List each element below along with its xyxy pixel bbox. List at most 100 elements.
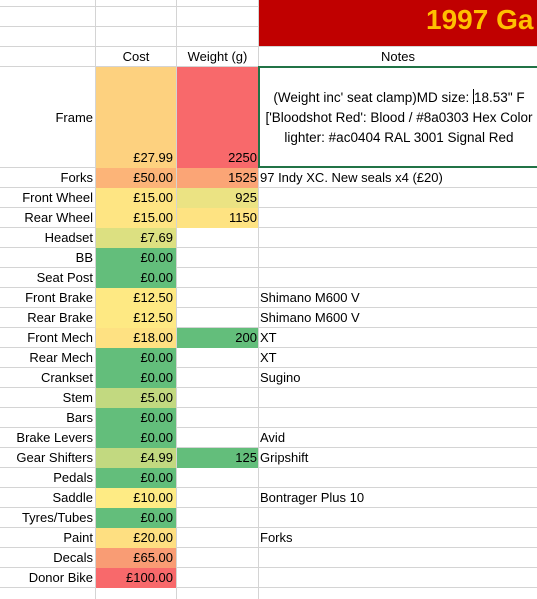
note-cell[interactable]	[259, 188, 537, 208]
note-cell[interactable]: Shimano M600 V	[260, 290, 360, 305]
weight-cell[interactable]: 1525	[177, 168, 258, 188]
note-cell[interactable]	[259, 408, 537, 428]
cost-cell[interactable]: £65.00	[96, 548, 176, 568]
notes-line-1: (Weight inc' seat clamp)MD size: 18.53" …	[273, 89, 525, 105]
cost-cell[interactable]: £50.00	[96, 168, 176, 188]
note-cell[interactable]: Avid	[260, 430, 286, 445]
row-label-frame[interactable]: Frame	[55, 110, 93, 125]
note-cell[interactable]	[259, 568, 537, 588]
note-cell[interactable]: 97 Indy XC. New seals x4 (£20)	[260, 170, 443, 185]
note-cell[interactable]	[259, 248, 537, 268]
row-label[interactable]: Front Wheel	[22, 190, 93, 205]
cost-cell[interactable]: £15.00	[96, 188, 176, 208]
frame-cost-cell[interactable]: £27.99	[96, 67, 176, 168]
weight-cell[interactable]: 200	[177, 328, 258, 348]
row-label[interactable]: Tyres/Tubes	[21, 510, 93, 525]
header-notes[interactable]: Notes	[381, 49, 415, 64]
note-cell[interactable]: Gripshift	[260, 450, 309, 465]
row-divider	[0, 46, 537, 47]
note-cell[interactable]: XT	[260, 350, 277, 365]
row-label[interactable]: Front Brake	[25, 290, 93, 305]
frame-notes-cell-selected[interactable]: (Weight inc' seat clamp)MD size: 18.53" …	[258, 66, 537, 168]
note-cell[interactable]	[259, 508, 537, 528]
row-divider	[0, 307, 537, 308]
row-label[interactable]: Stem	[62, 390, 93, 405]
weight-cell[interactable]	[177, 388, 258, 408]
weight-cell[interactable]	[177, 568, 258, 588]
weight-cell[interactable]	[177, 408, 258, 428]
weight-cell[interactable]	[177, 228, 258, 248]
row-label[interactable]: Gear Shifters	[16, 450, 93, 465]
note-cell[interactable]	[259, 388, 537, 408]
cost-cell[interactable]: £100.00	[96, 568, 176, 588]
weight-cell[interactable]	[177, 508, 258, 528]
row-divider	[0, 267, 537, 268]
row-label[interactable]: Brake Levers	[16, 430, 93, 445]
row-label[interactable]: Donor Bike	[28, 570, 93, 585]
text-cursor	[473, 89, 475, 104]
weight-cell[interactable]	[177, 308, 258, 328]
header-cost[interactable]: Cost	[122, 49, 150, 64]
weight-cell[interactable]	[177, 288, 258, 308]
note-cell[interactable]: Bontrager Plus 10	[260, 490, 365, 505]
note-cell[interactable]	[259, 228, 537, 248]
cost-cell[interactable]: £0.00	[96, 468, 176, 488]
weight-cell[interactable]: 125	[177, 448, 258, 468]
row-label[interactable]: Rear Wheel	[24, 210, 93, 225]
cost-cell[interactable]: £12.50	[96, 308, 176, 328]
cost-cell[interactable]: £5.00	[96, 388, 176, 408]
weight-cell[interactable]: 925	[177, 188, 258, 208]
cost-cell[interactable]: £0.00	[96, 368, 176, 388]
row-divider	[0, 507, 537, 508]
note-cell[interactable]	[259, 548, 537, 568]
note-cell[interactable]	[259, 268, 537, 288]
row-label[interactable]: Seat Post	[36, 270, 93, 285]
row-label[interactable]: Paint	[63, 530, 93, 545]
row-label[interactable]: Forks	[60, 170, 94, 185]
cost-cell[interactable]: £0.00	[96, 348, 176, 368]
note-cell[interactable]: XT	[260, 330, 277, 345]
cost-cell[interactable]: £0.00	[96, 508, 176, 528]
note-cell[interactable]	[259, 468, 537, 488]
row-label[interactable]: Saddle	[52, 490, 93, 505]
cost-cell[interactable]: £0.00	[96, 428, 176, 448]
note-cell[interactable]: Shimano M600 V	[260, 310, 360, 325]
cost-cell[interactable]: £0.00	[96, 268, 176, 288]
weight-cell[interactable]	[177, 528, 258, 548]
cost-cell[interactable]: £10.00	[96, 488, 176, 508]
cost-cell[interactable]: £7.69	[96, 228, 176, 248]
note-cell[interactable]: Sugino	[260, 370, 301, 385]
cost-cell[interactable]: £0.00	[96, 248, 176, 268]
row-label[interactable]: Decals	[53, 550, 93, 565]
row-label[interactable]: BB	[75, 250, 93, 265]
row-label[interactable]: Rear Mech	[29, 350, 93, 365]
cost-cell[interactable]: £18.00	[96, 328, 176, 348]
row-divider	[0, 367, 537, 368]
weight-cell[interactable]	[177, 348, 258, 368]
row-label[interactable]: Front Mech	[27, 330, 93, 345]
weight-cell[interactable]: 1150	[177, 208, 258, 228]
row-label[interactable]: Crankset	[40, 370, 93, 385]
weight-cell[interactable]	[177, 488, 258, 508]
weight-cell[interactable]	[177, 428, 258, 448]
header-weight[interactable]: Weight (g)	[187, 49, 248, 64]
note-cell[interactable]: Forks	[260, 530, 293, 545]
frame-weight-value: 2250	[228, 150, 257, 165]
frame-weight-cell[interactable]: 2250	[177, 67, 258, 168]
cost-cell[interactable]: £12.50	[96, 288, 176, 308]
weight-cell[interactable]	[177, 468, 258, 488]
note-cell[interactable]	[259, 208, 537, 228]
weight-cell[interactable]	[177, 268, 258, 288]
cost-cell[interactable]: £0.00	[96, 408, 176, 428]
weight-cell[interactable]	[177, 548, 258, 568]
row-label[interactable]: Bars	[66, 410, 93, 425]
cost-cell[interactable]: £4.99	[96, 448, 176, 468]
row-label[interactable]: Headset	[44, 230, 93, 245]
cost-cell[interactable]: £15.00	[96, 208, 176, 228]
cost-cell[interactable]: £20.00	[96, 528, 176, 548]
weight-cell[interactable]	[177, 368, 258, 388]
weight-cell[interactable]	[177, 248, 258, 268]
row-label[interactable]: Pedals	[53, 470, 93, 485]
row-label[interactable]: Rear Brake	[27, 310, 93, 325]
